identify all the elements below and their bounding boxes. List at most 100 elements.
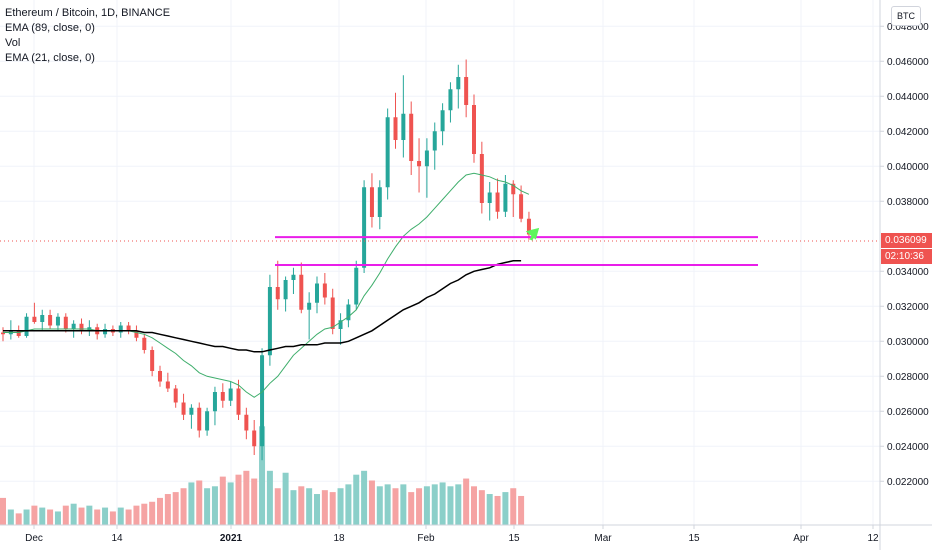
candle-body xyxy=(32,316,37,322)
volume-bar xyxy=(251,478,258,525)
volume-bar xyxy=(7,509,14,525)
candle-body xyxy=(377,187,382,217)
volume-bar xyxy=(345,484,352,525)
time-tick-label: 15 xyxy=(508,533,520,544)
volume-bar xyxy=(23,509,30,525)
price-axis[interactable]: 0.048000 0.046000 0.044000 0.042000 0.040000… xyxy=(880,22,929,488)
volume-bar xyxy=(94,509,101,525)
candle-body xyxy=(150,350,155,371)
volume-bar xyxy=(290,490,297,525)
volume-legend[interactable]: Vol xyxy=(5,37,21,49)
candle-body xyxy=(409,113,414,161)
candle-body xyxy=(48,315,53,326)
volume-bar xyxy=(180,488,187,525)
price-tick-label: 0.022000 xyxy=(887,477,929,488)
candle-body xyxy=(236,388,241,415)
candles xyxy=(1,59,531,461)
candle-body xyxy=(424,150,429,167)
candle-body xyxy=(71,323,76,329)
symbol-title[interactable]: Ethereum / Bitcoin, 1D, BINANCE xyxy=(5,7,171,19)
volume-bar xyxy=(39,507,46,525)
candle-body xyxy=(189,407,194,415)
candle-body xyxy=(79,323,84,331)
time-tick-label: Feb xyxy=(417,533,435,544)
volume-bar xyxy=(243,470,250,525)
candle-body xyxy=(158,371,162,382)
plot-area xyxy=(0,0,880,525)
ema89-line xyxy=(3,260,522,353)
horizontal-lines[interactable] xyxy=(275,236,758,266)
candle-body xyxy=(346,304,351,321)
volume-bar xyxy=(149,501,156,525)
candle-body xyxy=(354,267,359,305)
ema-lines xyxy=(3,172,530,398)
candle-body xyxy=(393,117,398,140)
candle-body xyxy=(487,192,492,203)
grid xyxy=(0,0,880,525)
arrow-icon xyxy=(525,227,540,241)
volume-bar xyxy=(196,480,203,525)
volume-bar xyxy=(376,486,383,525)
price-tick-label: 0.048000 xyxy=(887,22,929,33)
volume-bar xyxy=(447,486,454,525)
volume-bar xyxy=(274,488,281,525)
time-tick-label: 15 xyxy=(688,533,700,544)
price-tick-label: 0.030000 xyxy=(887,337,929,348)
ema89-legend[interactable]: EMA (89, close, 0) xyxy=(5,22,95,34)
candle-body xyxy=(432,131,437,151)
price-tick-label: 0.040000 xyxy=(887,162,929,173)
volume-bar xyxy=(259,426,266,525)
volume-bar xyxy=(133,505,140,525)
volume-bar xyxy=(314,494,320,525)
time-tick-label: Dec xyxy=(25,533,43,544)
time-axis[interactable]: Dec 14 2021 18 Feb 15 Mar 15 Apr 12 xyxy=(25,525,879,544)
candle-body xyxy=(417,161,422,167)
candle-body xyxy=(315,283,319,303)
volume-bar xyxy=(117,507,124,525)
time-tick-label: 12 xyxy=(867,533,879,544)
volume-bar xyxy=(337,488,344,525)
volume-bar xyxy=(478,490,485,525)
candle-body xyxy=(181,402,186,415)
volume-bar xyxy=(321,490,328,525)
volume-bar xyxy=(298,486,305,525)
candle-body xyxy=(503,183,508,212)
candle-body xyxy=(291,274,296,280)
volume-bar xyxy=(486,494,493,525)
price-tick-label: 0.042000 xyxy=(887,127,929,138)
volume-bar xyxy=(353,474,360,525)
price-tick-label: 0.024000 xyxy=(887,442,929,453)
volume-bar xyxy=(416,488,423,525)
volume-bar xyxy=(15,513,22,525)
volume-bar xyxy=(463,478,470,525)
time-tick-label: 18 xyxy=(333,533,345,544)
candle-body xyxy=(338,320,343,329)
price-tick-label: 0.038000 xyxy=(887,197,929,208)
price-tick-label: 0.034000 xyxy=(887,267,929,278)
currency-button[interactable]: BTC xyxy=(891,6,921,26)
time-tick-label: Mar xyxy=(594,533,612,544)
candle-body xyxy=(126,325,131,331)
countdown-tag: 02:10:36 xyxy=(881,249,932,264)
candle-body xyxy=(267,287,272,356)
price-tick-label: 0.028000 xyxy=(887,372,929,383)
candle-body xyxy=(448,89,453,111)
volume-bar xyxy=(172,492,179,525)
volume-bar xyxy=(510,488,517,525)
candle-body xyxy=(369,187,374,217)
candle-body xyxy=(16,330,21,336)
candle-body xyxy=(362,187,367,268)
candle-body xyxy=(526,218,531,235)
volume-bar xyxy=(455,484,462,525)
volume-bar xyxy=(518,495,525,525)
candle-body xyxy=(464,77,469,105)
candle-body xyxy=(40,315,45,322)
chart-legend: Ethereum / Bitcoin, 1D, BINANCE EMA (89,… xyxy=(5,6,170,66)
candle-body xyxy=(299,274,304,310)
ema21-legend[interactable]: EMA (21, close, 0) xyxy=(5,52,95,64)
candle-body xyxy=(385,117,390,188)
volume-bar xyxy=(109,511,116,525)
candle-body xyxy=(197,407,202,431)
candle-body xyxy=(519,194,524,219)
